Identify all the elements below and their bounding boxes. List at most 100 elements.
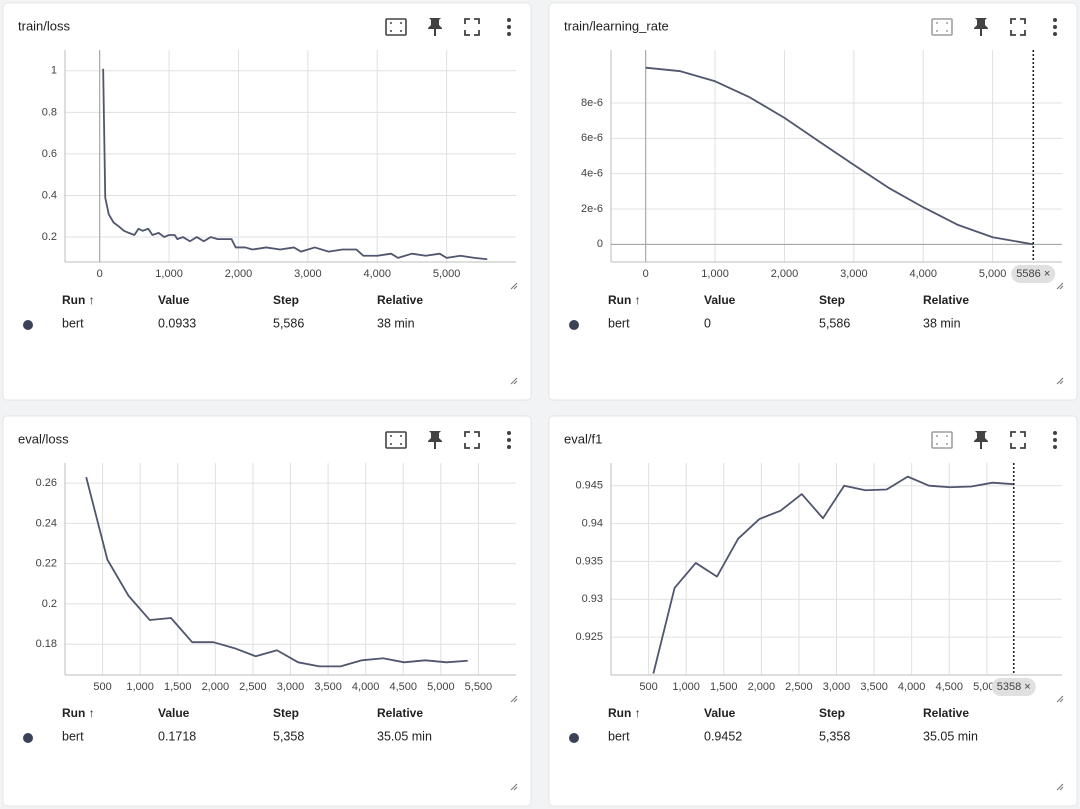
x-tick-label: 3,500 xyxy=(860,681,888,693)
x-tick-label: 1,000 xyxy=(126,681,154,693)
table-cell: 0.1718 xyxy=(158,729,196,743)
table-header: Value xyxy=(704,706,736,720)
card-title: eval/f1 xyxy=(564,431,602,446)
table-header: Relative xyxy=(377,293,423,307)
icon xyxy=(385,431,407,449)
y-tick-label: 0.945 xyxy=(575,480,603,492)
card: train/learning_rate 0 2e-6 4e-6 6e-6 8e-6 0 1,0… xyxy=(548,2,1078,401)
fit-domain-button[interactable] xyxy=(931,18,953,36)
more-button[interactable] xyxy=(507,431,511,449)
table-header[interactable]: Run ↑ xyxy=(608,293,641,307)
icon xyxy=(1053,18,1057,22)
y-tick-label: 0.94 xyxy=(582,517,603,529)
table-cell: 35.05 min xyxy=(377,729,432,743)
card-title: train/learning_rate xyxy=(564,18,669,33)
x-tick-label: 3,000 xyxy=(823,681,851,693)
resize-handle xyxy=(1056,377,1064,385)
icon xyxy=(1053,32,1057,36)
x-tick-label: 0 xyxy=(643,268,649,280)
table-header: Step xyxy=(273,293,299,307)
fit-domain-button[interactable] xyxy=(385,431,407,449)
resize-handle xyxy=(1056,695,1064,703)
x-tick-label: 1,500 xyxy=(710,681,738,693)
y-tick-label: 6e-6 xyxy=(581,132,603,144)
x-tick-label: 2,000 xyxy=(748,681,776,693)
x-tick-label: 2,500 xyxy=(785,681,813,693)
series-line xyxy=(652,475,1014,674)
icon xyxy=(936,435,948,445)
table-cell: 35.05 min xyxy=(923,729,978,743)
icon xyxy=(974,431,988,449)
fit-domain-button[interactable] xyxy=(385,18,407,36)
card-title: train/loss xyxy=(18,18,71,33)
icon xyxy=(1010,431,1026,449)
x-tick-label: 4,000 xyxy=(352,681,380,693)
pin-button[interactable] xyxy=(428,18,442,36)
fullscreen-button[interactable] xyxy=(1010,431,1026,449)
more-button[interactable] xyxy=(1053,18,1057,36)
table-header: Relative xyxy=(923,293,969,307)
run-color-dot xyxy=(569,733,579,743)
more-button[interactable] xyxy=(1053,431,1057,449)
run-color-dot xyxy=(569,320,579,330)
icon xyxy=(507,25,511,29)
x-tick-label: 4,500 xyxy=(389,681,417,693)
table-cell: bert xyxy=(62,316,84,330)
pin-button[interactable] xyxy=(428,431,442,449)
pin-button[interactable] xyxy=(974,18,988,36)
y-tick-label: 0.2 xyxy=(42,598,57,610)
fullscreen-button[interactable] xyxy=(1010,18,1026,36)
icon xyxy=(507,445,511,449)
table-header: Relative xyxy=(923,706,969,720)
more-button[interactable] xyxy=(507,18,511,36)
y-tick-label: 0.24 xyxy=(36,517,57,529)
x-tick-label: 1,000 xyxy=(155,268,183,280)
card: eval/loss 0.18 0.2 0.22 0.24 0.26 500 1,000 1,50… xyxy=(2,415,532,807)
x-tick-label: 5,000 xyxy=(427,681,455,693)
fit-domain-button[interactable] xyxy=(931,431,953,449)
series-line xyxy=(102,68,488,261)
icon xyxy=(428,18,442,36)
x-tick-label: 0 xyxy=(97,268,103,280)
table-cell: bert xyxy=(608,729,630,743)
cursor-label[interactable]: 5586 × xyxy=(1016,268,1050,280)
y-tick-label: 0.2 xyxy=(42,231,57,243)
card-background xyxy=(548,2,1078,401)
fullscreen-button[interactable] xyxy=(464,18,480,36)
icon xyxy=(1010,18,1026,36)
x-tick-label: 4,000 xyxy=(909,268,937,280)
icon xyxy=(1053,431,1057,435)
card: train/loss 0.2 0.4 0.6 0.8 1 0 1,000 2,000 3,000 4… xyxy=(2,2,532,401)
cursor-label[interactable]: 5358 × xyxy=(997,681,1031,693)
table-cell: 38 min xyxy=(377,316,415,330)
table-header: Value xyxy=(158,706,190,720)
icon xyxy=(507,431,511,435)
series-line xyxy=(645,66,1034,246)
resize-handle xyxy=(510,377,518,385)
y-tick-label: 0.18 xyxy=(36,638,57,650)
resize-handle xyxy=(510,695,518,703)
x-tick-label: 3,000 xyxy=(840,268,868,280)
icon xyxy=(390,435,402,445)
table-header[interactable]: Run ↑ xyxy=(608,706,641,720)
x-tick-label: 2,000 xyxy=(225,268,253,280)
pin-button[interactable] xyxy=(974,431,988,449)
resize-handle xyxy=(1056,783,1064,791)
icon xyxy=(507,32,511,36)
x-tick-label: 500 xyxy=(639,681,657,693)
table-header[interactable]: Run ↑ xyxy=(62,293,95,307)
fullscreen-button[interactable] xyxy=(464,431,480,449)
icon xyxy=(390,22,402,32)
y-tick-label: 2e-6 xyxy=(581,203,603,215)
table-header: Value xyxy=(158,293,190,307)
x-tick-label: 3,500 xyxy=(314,681,342,693)
table-header: Step xyxy=(273,706,299,720)
table-header: Value xyxy=(704,293,736,307)
y-tick-label: 0.22 xyxy=(36,558,57,570)
icon xyxy=(1053,438,1057,442)
table-header[interactable]: Run ↑ xyxy=(62,706,95,720)
card-background xyxy=(2,2,532,401)
run-color-dot xyxy=(23,733,33,743)
icon xyxy=(507,18,511,22)
